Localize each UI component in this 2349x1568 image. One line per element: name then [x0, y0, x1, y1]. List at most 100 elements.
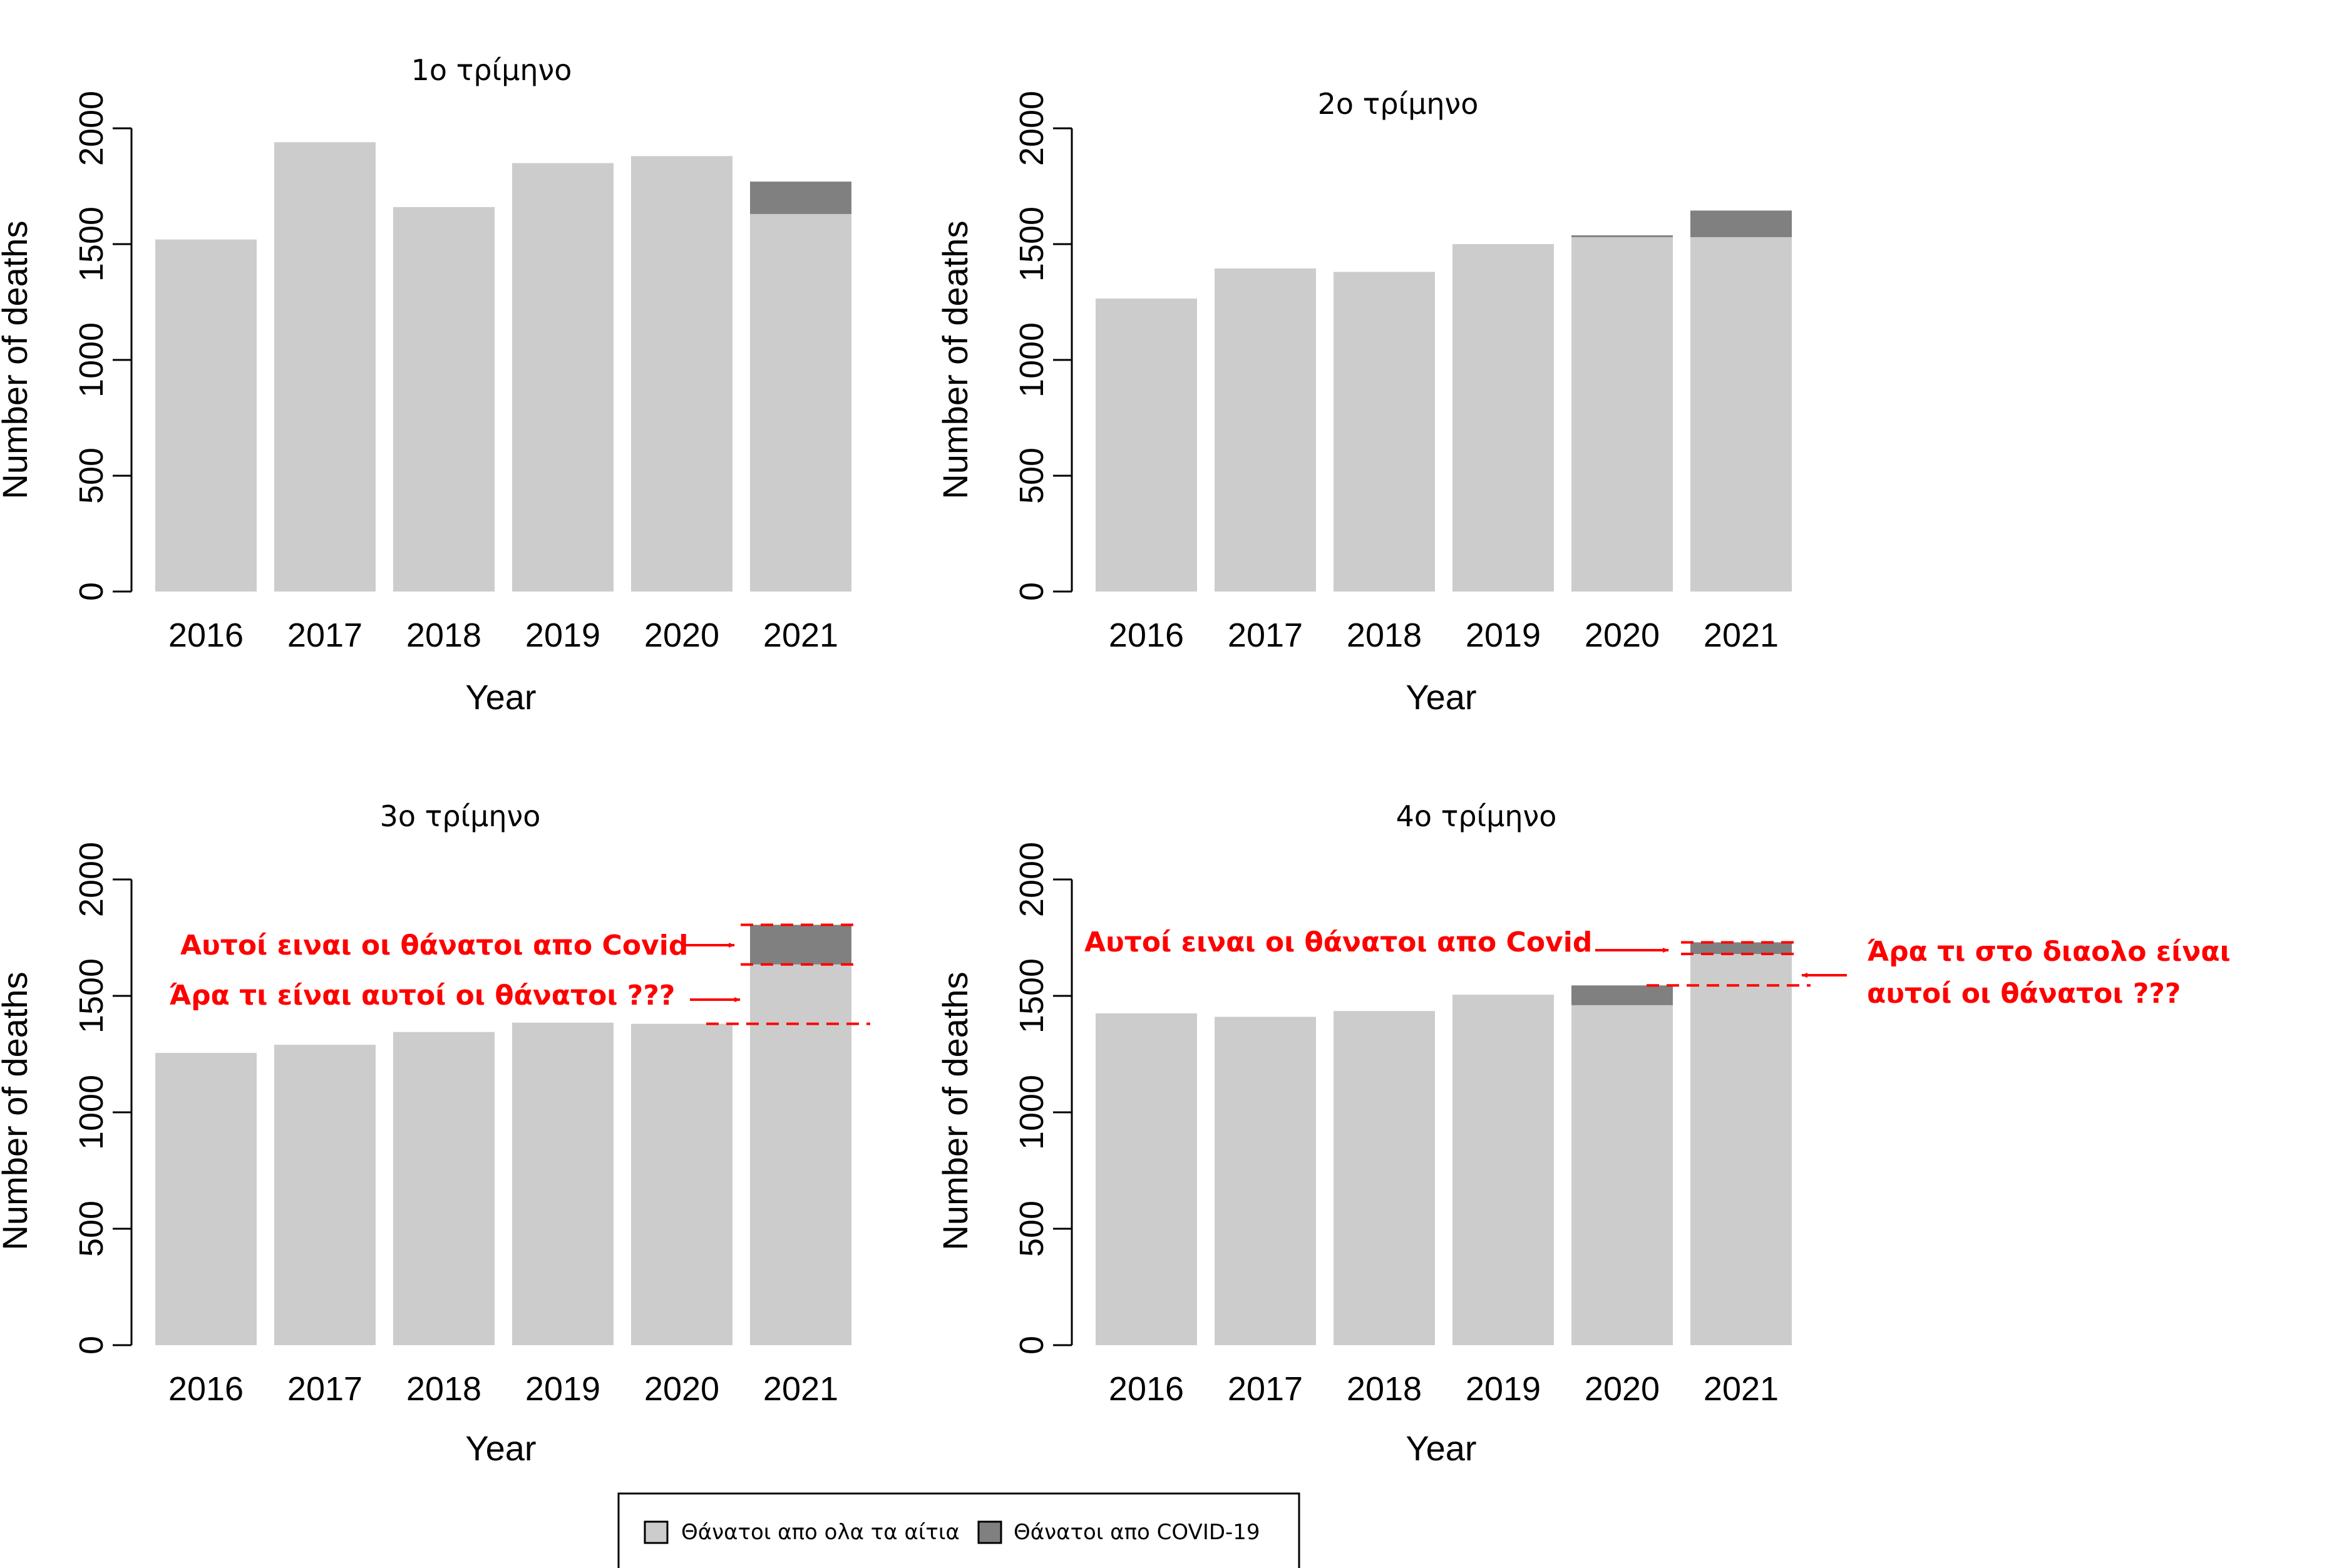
x-tick-label: 2020: [1585, 1370, 1660, 1408]
y-tick-label: 0: [73, 582, 110, 601]
y-tick-label: 1000: [73, 322, 110, 397]
bars: [1096, 210, 1792, 592]
x-axis-label: Year: [1406, 677, 1476, 717]
bar-covid-2020: [1571, 985, 1673, 1005]
chart-panel-q1: 1ο τρίμηνο Number of deaths Year 2016 201…: [0, 53, 851, 717]
bar-all-causes-2018: [1334, 1011, 1435, 1345]
annotation-question-line2: αυτοί οι θάνατοι ???: [1867, 978, 2181, 1010]
bar-all-causes-2021: [750, 213, 851, 592]
bar-all-causes-2017: [1215, 268, 1316, 592]
x-tick-label: 2019: [1466, 617, 1541, 654]
bar-all-causes-2016: [1096, 298, 1197, 592]
y-tick-label: 500: [73, 1201, 110, 1257]
bar-all-causes-2018: [1334, 272, 1435, 592]
x-tick-label: 2018: [406, 1370, 481, 1408]
x-tick-label: 2020: [1585, 617, 1660, 654]
annotation-question-line1: Άρα τι στο διαολο είναι: [1867, 936, 2231, 968]
y-axis: 0 500 1000 1500 2000: [1013, 842, 1073, 1355]
legend-label-all-causes: Θάνατοι απο ολα τα αίτια: [681, 1520, 960, 1545]
y-axis-label: Number of deaths: [0, 971, 34, 1250]
y-axis: 0 500 1000 1500 2000: [1013, 91, 1073, 601]
y-tick-label: 1500: [1013, 207, 1051, 282]
bar-all-causes-2017: [1215, 1017, 1316, 1345]
y-tick-label: 1000: [1013, 322, 1051, 397]
chart-title: 4ο τρίμηνο: [1396, 799, 1557, 833]
bar-all-causes-2017: [274, 1045, 376, 1345]
bars: [1096, 942, 1792, 1345]
y-axis-label: Number of deaths: [935, 220, 975, 499]
annotation-question: Άρα τι είναι αυτοί οι θάνατοι ???: [169, 980, 675, 1012]
x-tick-label: 2019: [1466, 1370, 1541, 1408]
bar-covid-2020: [1571, 235, 1673, 237]
chart-title: 3ο τρίμηνο: [380, 799, 541, 833]
bar-all-causes-2019: [1452, 244, 1554, 592]
x-tick-label: 2017: [287, 617, 362, 654]
y-tick-label: 1000: [1013, 1075, 1051, 1150]
x-tick-label: 2016: [168, 1370, 244, 1408]
bar-all-causes-2016: [155, 1053, 257, 1345]
bar-all-causes-2018: [393, 1032, 495, 1345]
bar-all-causes-2020: [1571, 1005, 1673, 1345]
y-tick-label: 0: [73, 1336, 110, 1355]
bar-all-causes-2021: [750, 964, 851, 1345]
y-tick-label: 1500: [1013, 958, 1051, 1033]
x-tick-label: 2017: [1228, 1370, 1303, 1408]
bar-all-causes-2019: [1452, 995, 1554, 1345]
bar-all-causes-2020: [1571, 237, 1673, 592]
x-tick-label: 2019: [525, 617, 600, 654]
y-tick-label: 1500: [73, 958, 110, 1033]
bar-all-causes-2020: [631, 1023, 732, 1345]
y-tick-label: 2000: [73, 842, 110, 917]
chart-title: 2ο τρίμηνο: [1318, 87, 1479, 121]
legend: Θάνατοι απο ολα τα αίτια Θάνατοι απο COV…: [617, 1492, 1300, 1568]
annotation-covid-deaths: Αυτοί ειναι οι θάνατοι απο Covid: [180, 930, 688, 961]
chart-title: 1ο τρίμηνο: [411, 53, 572, 87]
bar-all-causes-2019: [512, 1022, 614, 1345]
bar-all-causes-2021: [1690, 954, 1792, 1345]
y-tick-label: 2000: [1013, 91, 1051, 166]
bar-all-causes-2016: [1096, 1013, 1197, 1345]
y-tick-label: 2000: [73, 91, 110, 166]
y-tick-label: 500: [73, 448, 110, 504]
bar-covid-2021: [1690, 210, 1792, 237]
y-axis: 0 500 1000 1500 2000: [73, 91, 133, 601]
x-axis-label: Year: [465, 1428, 536, 1468]
y-tick-label: 1500: [73, 207, 110, 282]
x-tick-label: 2016: [1109, 1370, 1184, 1408]
bar-all-causes-2019: [512, 163, 614, 592]
bar-covid-2021: [750, 925, 851, 965]
x-tick-label: 2021: [1704, 617, 1779, 654]
x-tick-label: 2021: [763, 1370, 838, 1408]
x-tick-label: 2021: [1704, 1370, 1779, 1408]
y-axis-label: Number of deaths: [935, 971, 975, 1250]
x-tick-label: 2017: [287, 1370, 362, 1408]
x-tick-label: 2018: [1347, 617, 1422, 654]
y-tick-label: 0: [1013, 1336, 1051, 1355]
x-tick-label: 2021: [763, 617, 838, 654]
y-tick-label: 500: [1013, 448, 1051, 504]
y-axis: 0 500 1000 1500 2000: [73, 842, 133, 1355]
bar-all-causes-2020: [631, 156, 732, 592]
y-tick-label: 500: [1013, 1201, 1051, 1257]
x-tick-label: 2018: [1347, 1370, 1422, 1408]
legend-swatch-all-causes: [644, 1520, 669, 1544]
x-axis-label: Year: [1406, 1428, 1476, 1468]
y-tick-label: 0: [1013, 582, 1051, 601]
x-tick-label: 2016: [168, 617, 244, 654]
bars: [155, 142, 851, 592]
x-tick-label: 2020: [644, 617, 719, 654]
legend-swatch-covid: [977, 1520, 1002, 1544]
x-tick-label: 2019: [525, 1370, 600, 1408]
x-tick-label: 2018: [406, 617, 481, 654]
bar-all-causes-2021: [1690, 237, 1792, 592]
x-axis-label: Year: [465, 677, 536, 717]
x-tick-label: 2020: [644, 1370, 719, 1408]
y-tick-label: 2000: [1013, 842, 1051, 917]
bars: [155, 925, 851, 1345]
bar-all-causes-2016: [155, 239, 257, 592]
bar-all-causes-2017: [274, 142, 376, 592]
legend-label-covid: Θάνατοι απο COVID-19: [1014, 1520, 1260, 1545]
annotation-covid-deaths: Αυτοί ειναι οι θάνατοι απο Covid: [1084, 926, 1592, 958]
chart-panel-q2: 2ο τρίμηνο Number of deaths Year 2016 201…: [935, 87, 1792, 717]
